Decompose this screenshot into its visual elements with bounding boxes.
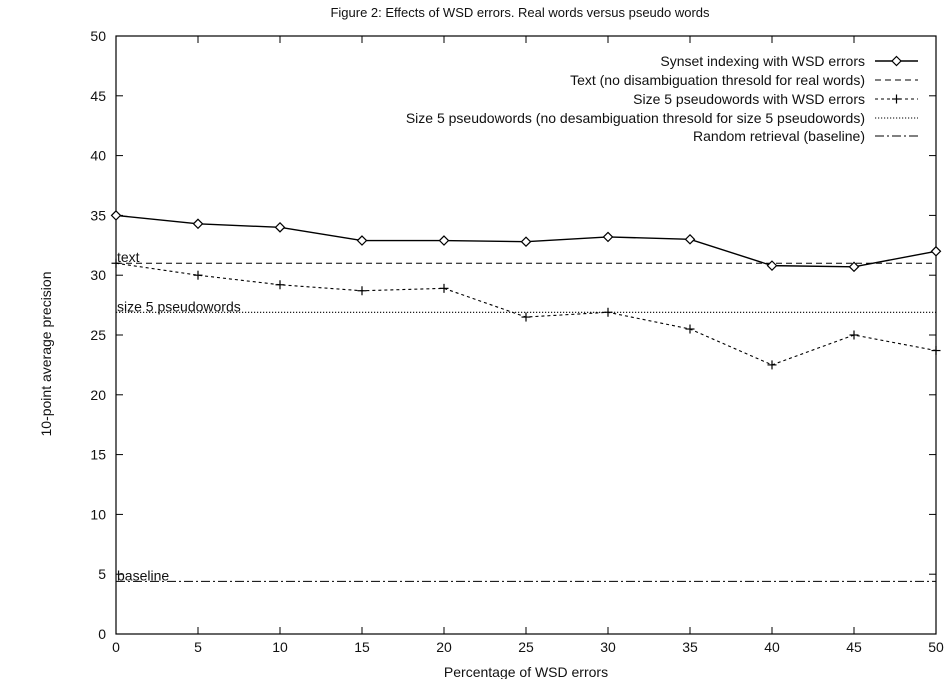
data-point-series-3 — [849, 330, 859, 340]
y-tick-label: 40 — [90, 148, 106, 164]
legend-label-4: Size 5 pseudowords (no desambiguation th… — [406, 110, 865, 126]
data-point-series-3 — [357, 286, 367, 296]
data-point-series-1 — [766, 260, 778, 271]
data-point-series-1 — [684, 233, 696, 245]
y-tick-label: 20 — [90, 387, 106, 403]
legend-marker-3 — [892, 94, 901, 104]
data-point-series-3 — [685, 324, 695, 334]
data-point-series-1 — [438, 235, 450, 246]
x-tick-label: 15 — [354, 639, 370, 655]
chart-title: Figure 2: Effects of WSD errors. Real wo… — [330, 5, 710, 20]
y-tick-label: 45 — [90, 88, 106, 104]
y-axis-label: 10-point average precision — [38, 272, 54, 437]
annotation-label: size 5 pseudowords — [117, 298, 241, 314]
legend-marker-1 — [891, 55, 902, 67]
data-point-series-3 — [931, 346, 941, 356]
x-tick-label: 5 — [194, 639, 202, 655]
data-point-series-3 — [521, 312, 531, 322]
x-tick-label: 30 — [600, 639, 616, 655]
x-tick-label: 20 — [436, 639, 452, 655]
x-tick-label: 10 — [272, 639, 288, 655]
legend-label-1: Synset indexing with WSD errors — [660, 53, 865, 69]
x-tick-label: 35 — [682, 639, 698, 655]
y-tick-label: 35 — [90, 207, 106, 223]
x-tick-label: 50 — [928, 639, 944, 655]
data-point-series-3 — [767, 360, 777, 370]
y-tick-label: 50 — [90, 28, 106, 44]
y-tick-label: 25 — [90, 327, 106, 343]
x-tick-label: 0 — [112, 639, 120, 655]
data-point-series-1 — [602, 231, 614, 243]
x-axis-label: Percentage of WSD errors — [444, 664, 608, 679]
x-tick-label: 25 — [518, 639, 534, 655]
data-point-series-3 — [193, 270, 203, 280]
data-point-series-1 — [110, 210, 122, 221]
legend-label-5: Random retrieval (baseline) — [693, 128, 865, 144]
data-point-series-3 — [603, 307, 613, 317]
legend-label-3: Size 5 pseudowords with WSD errors — [633, 91, 865, 107]
data-point-series-1 — [356, 235, 368, 246]
y-tick-label: 30 — [90, 267, 106, 283]
data-point-series-1 — [274, 222, 286, 233]
data-point-series-1 — [930, 245, 942, 257]
data-point-series-3 — [439, 283, 449, 293]
y-tick-label: 5 — [98, 566, 106, 582]
data-point-series-1 — [192, 218, 204, 230]
legend-label-2: Text (no disambiguation thresold for rea… — [570, 72, 865, 88]
x-tick-label: 45 — [846, 639, 862, 655]
annotation-label: text — [117, 249, 140, 265]
x-tick-label: 40 — [764, 639, 780, 655]
y-tick-label: 15 — [90, 447, 106, 463]
data-point-series-1 — [848, 261, 860, 273]
y-tick-label: 10 — [90, 506, 106, 522]
data-point-series-1 — [520, 236, 532, 248]
data-point-series-3 — [275, 280, 285, 290]
y-tick-label: 0 — [98, 626, 106, 642]
data-point-series-3 — [111, 258, 121, 268]
annotation-label: baseline — [117, 567, 169, 583]
